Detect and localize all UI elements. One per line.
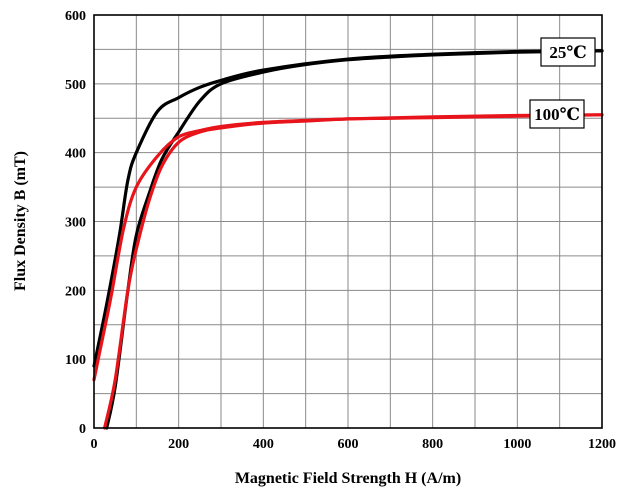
- x-axis-title: Magnetic Field Strength H (A/m): [235, 470, 461, 487]
- series-tag-box-25: [540, 37, 596, 67]
- x-tick-label: 400: [253, 437, 274, 452]
- y-tick-label: 200: [65, 284, 86, 299]
- series-tag-100: 100℃: [534, 105, 580, 124]
- x-tick-label: 800: [422, 437, 443, 452]
- plot-frame: [93, 14, 603, 429]
- y-tick-label: 100: [65, 353, 86, 368]
- series-tags: 25℃ 100℃: [529, 37, 596, 129]
- series-tag-box-100: [529, 99, 585, 129]
- series-layer: [92, 49, 604, 430]
- y-tick-label: 300: [65, 216, 86, 231]
- x-tick-label: 200: [168, 437, 189, 452]
- series-25c-descending-curve: [92, 49, 604, 368]
- series-100c-descending-curve: [92, 113, 604, 382]
- x-tick-label: 600: [338, 437, 359, 452]
- tick-labels: 0 200 400 600 800 1000 1200 0 100 200 300 400 500 600: [65, 9, 616, 452]
- series-tag-25: 25℃: [549, 43, 586, 62]
- y-tick-label: 0: [79, 422, 86, 437]
- y-tick-label: 500: [65, 78, 86, 93]
- x-tick-label: 1000: [503, 437, 531, 452]
- x-tick-label: 0: [91, 437, 98, 452]
- y-tick-label: 600: [65, 9, 86, 24]
- y-tick-label: 400: [65, 147, 86, 162]
- y-axis-title: Flux Density B (mT): [12, 151, 29, 291]
- x-tick-label: 1200: [588, 437, 616, 452]
